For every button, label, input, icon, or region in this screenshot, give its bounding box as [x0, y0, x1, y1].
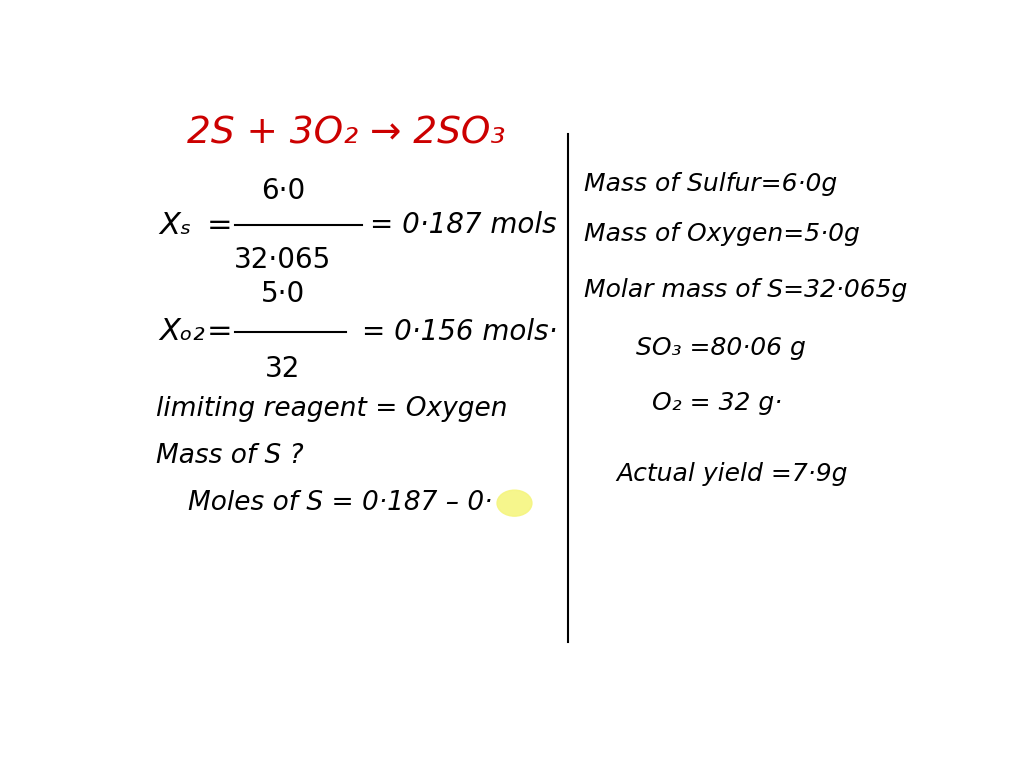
Text: Xₛ: Xₛ — [160, 210, 191, 240]
Text: = 0·187 mols: = 0·187 mols — [370, 211, 557, 239]
Text: Moles of S = 0·187 – 0·: Moles of S = 0·187 – 0· — [187, 490, 492, 516]
Text: = 0·156 mols·: = 0·156 mols· — [362, 318, 558, 346]
Text: 2S + 3O₂ → 2SO₃: 2S + 3O₂ → 2SO₃ — [187, 115, 506, 151]
Text: 32: 32 — [265, 356, 300, 383]
Text: Molar mass of S=32·065g: Molar mass of S=32·065g — [585, 278, 907, 303]
Text: Mass of Oxygen=5·0g: Mass of Oxygen=5·0g — [585, 222, 860, 246]
Text: SO₃ =80·06 g: SO₃ =80·06 g — [636, 336, 806, 359]
Text: =: = — [207, 317, 232, 346]
Text: =: = — [207, 210, 232, 240]
Text: Xₒ₂: Xₒ₂ — [160, 317, 206, 346]
Text: Actual yield =7·9g: Actual yield =7·9g — [616, 462, 848, 485]
Text: limiting reagent = Oxygen: limiting reagent = Oxygen — [156, 396, 507, 422]
Text: 32·065: 32·065 — [234, 246, 332, 274]
Text: Mass of Sulfur=6·0g: Mass of Sulfur=6·0g — [585, 172, 838, 196]
Text: 6·0: 6·0 — [261, 177, 305, 204]
Text: O₂ = 32 g·: O₂ = 32 g· — [652, 391, 782, 415]
Text: 5·0: 5·0 — [261, 280, 305, 308]
Text: Mass of S ?: Mass of S ? — [156, 443, 303, 468]
Circle shape — [497, 490, 531, 516]
